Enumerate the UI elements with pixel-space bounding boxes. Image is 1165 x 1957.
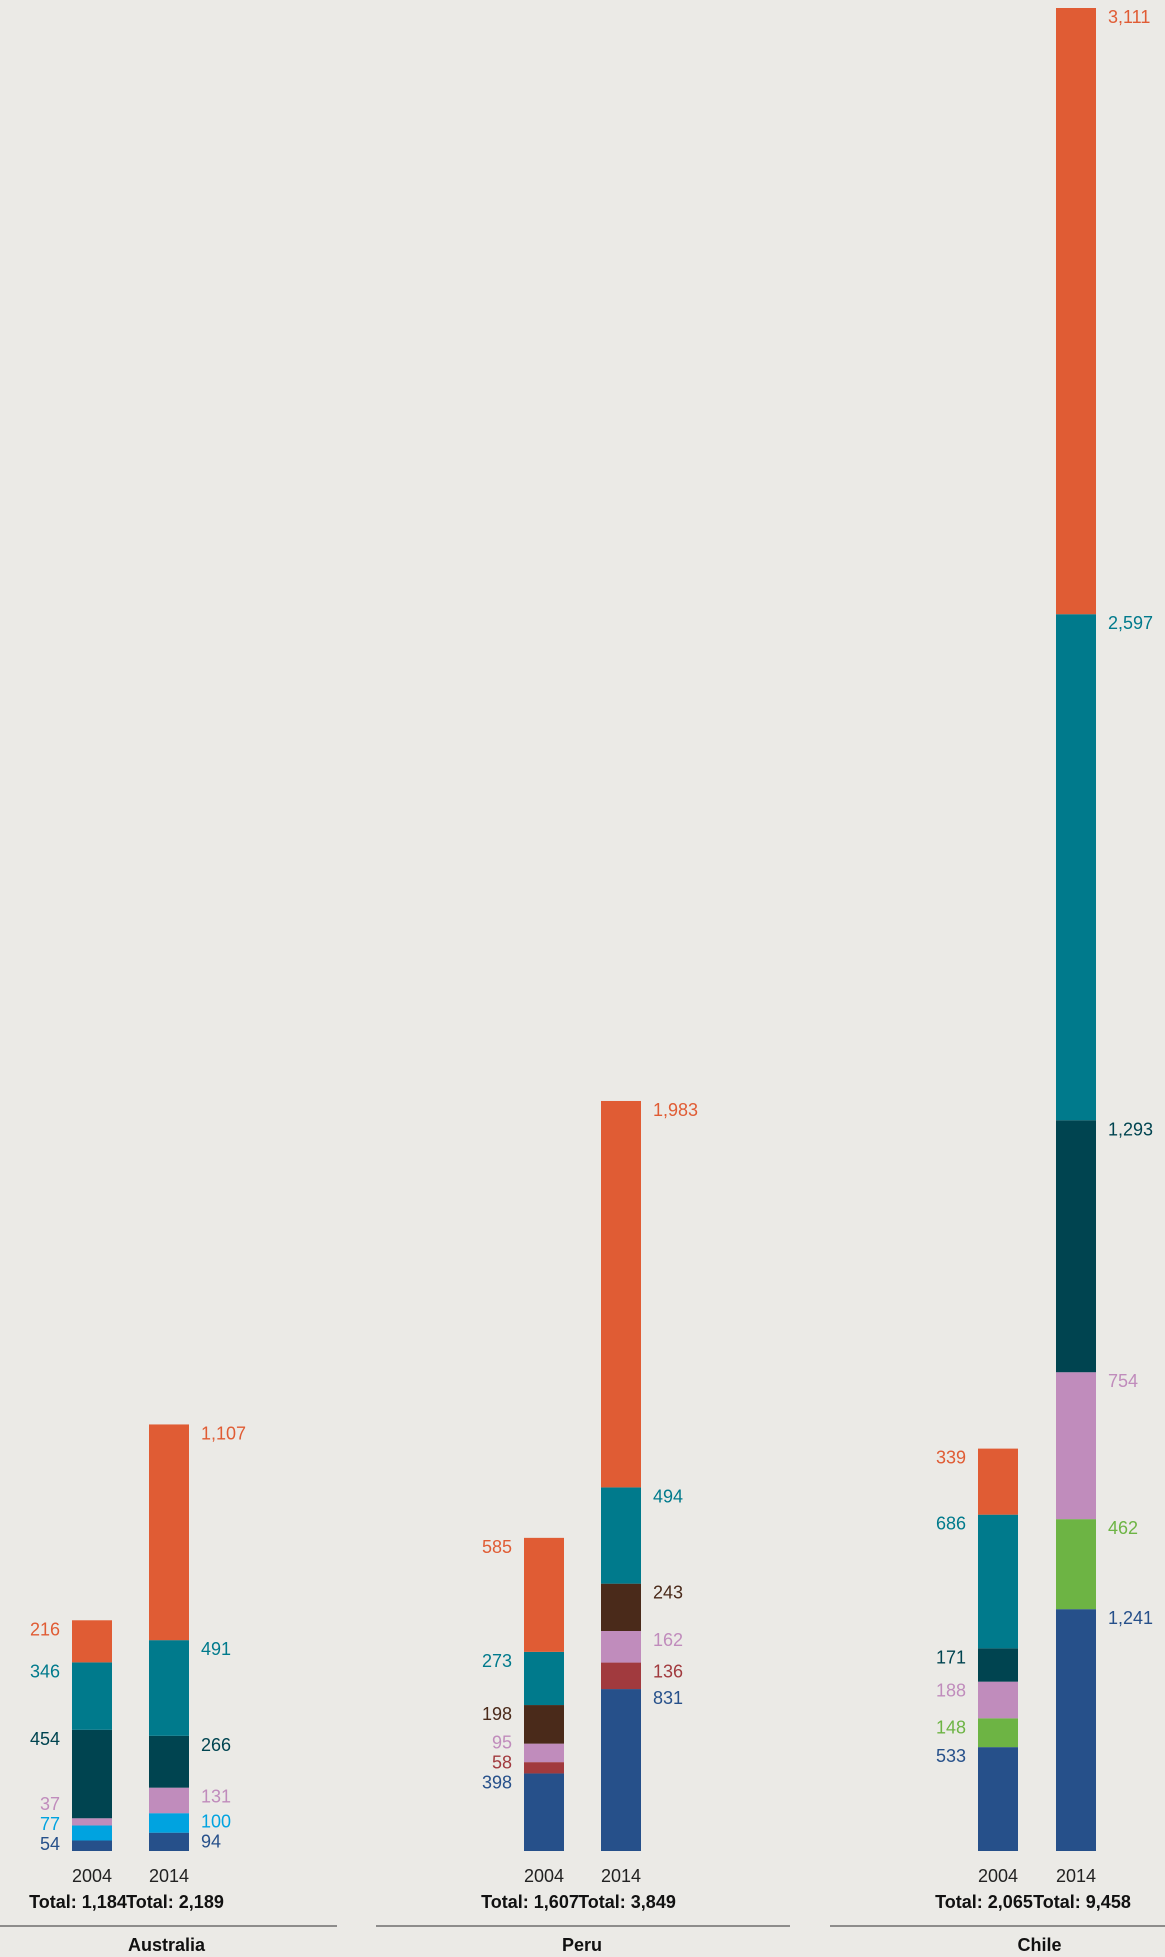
data-label: 94 — [201, 1832, 221, 1852]
data-label: 1,983 — [653, 1100, 698, 1120]
data-label: 171 — [936, 1647, 966, 1667]
bar-segment — [978, 1681, 1018, 1719]
bar-segment — [601, 1689, 641, 1851]
bar-segment — [978, 1648, 1018, 1682]
bar-segment — [601, 1100, 641, 1488]
country-label: Peru — [562, 1935, 602, 1955]
year-label: 2014 — [1056, 1866, 1096, 1886]
bar-segment — [72, 1818, 112, 1826]
bar-segment — [72, 1729, 112, 1819]
bar-segment — [72, 1825, 112, 1841]
year-label: 2014 — [149, 1866, 189, 1886]
data-label: 1,107 — [201, 1423, 246, 1443]
data-label: 533 — [936, 1746, 966, 1766]
data-label: 216 — [30, 1619, 60, 1639]
bar-segment — [1056, 1609, 1096, 1851]
data-label: 136 — [653, 1662, 683, 1682]
bar-segment — [149, 1787, 189, 1814]
bar-segment — [149, 1735, 189, 1788]
stacked-bar-peru-2014: 831 136 162 243 494 1,983 — [601, 1100, 698, 1851]
year-label: 2004 — [524, 1866, 564, 1886]
total-label: Total: 1,184 — [29, 1892, 127, 1912]
total-label: Total: 2,189 — [126, 1892, 224, 1912]
data-label: 754 — [1108, 1371, 1138, 1391]
stacked-bar-chile-2014: 1,241 462 754 1,293 2,597 3,111 — [1056, 7, 1153, 1851]
country-label: Australia — [128, 1935, 206, 1955]
bar-segment — [1056, 1120, 1096, 1373]
data-label: 462 — [1108, 1518, 1138, 1538]
data-label: 585 — [482, 1537, 512, 1557]
bar-segment — [524, 1762, 564, 1774]
total-label: Total: 1,607 — [481, 1892, 579, 1912]
data-label: 266 — [201, 1735, 231, 1755]
bar-segment — [1056, 1372, 1096, 1520]
data-label: 162 — [653, 1630, 683, 1650]
bar-segment — [1056, 8, 1096, 615]
data-label: 494 — [653, 1486, 683, 1506]
bar-segment — [524, 1743, 564, 1763]
bar-segment — [72, 1620, 112, 1663]
bar-segment — [149, 1813, 189, 1833]
total-label: Total: 9,458 — [1033, 1892, 1131, 1912]
bar-segment — [978, 1448, 1018, 1515]
data-label: 100 — [201, 1812, 231, 1832]
bar-segment — [72, 1840, 112, 1851]
bar-segment — [1056, 614, 1096, 1121]
data-label: 37 — [40, 1794, 60, 1814]
year-label: 2004 — [72, 1866, 112, 1886]
data-label: 1,241 — [1108, 1608, 1153, 1628]
bar-segment — [524, 1705, 564, 1744]
data-label: 131 — [201, 1787, 231, 1807]
bar-segment — [524, 1773, 564, 1851]
data-label: 77 — [40, 1814, 60, 1834]
bar-segment — [601, 1487, 641, 1584]
data-label: 148 — [936, 1717, 966, 1737]
stacked-bar-chile-2004: 533 148 188 171 686 339 — [936, 1448, 1018, 1851]
bar-segment — [978, 1718, 1018, 1748]
data-label: 491 — [201, 1639, 231, 1659]
bar-segment — [149, 1424, 189, 1641]
bar-segment — [978, 1514, 1018, 1649]
data-label: 398 — [482, 1772, 512, 1792]
data-label: 346 — [30, 1661, 60, 1681]
total-label: Total: 3,849 — [578, 1892, 676, 1912]
bar-segment — [149, 1640, 189, 1736]
country-label: Chile — [1017, 1935, 1061, 1955]
data-label: 273 — [482, 1651, 512, 1671]
data-label: 2,597 — [1108, 613, 1153, 633]
data-label: 3,111 — [1108, 7, 1150, 27]
data-label: 339 — [936, 1448, 966, 1468]
bar-segment — [1056, 1519, 1096, 1610]
bar-segment — [601, 1583, 641, 1632]
data-label: 58 — [492, 1752, 512, 1772]
year-label: 2014 — [601, 1866, 641, 1886]
bar-segment — [601, 1631, 641, 1663]
data-label: 454 — [30, 1729, 60, 1749]
data-label: 198 — [482, 1704, 512, 1724]
data-label: 54 — [40, 1834, 60, 1854]
bar-segment — [601, 1662, 641, 1690]
data-label: 686 — [936, 1514, 966, 1534]
bar-segment — [149, 1832, 189, 1851]
data-label: 243 — [653, 1583, 683, 1603]
bar-segment — [72, 1662, 112, 1730]
data-label: 1,293 — [1108, 1119, 1153, 1139]
data-label: 188 — [936, 1681, 966, 1701]
bar-segment — [978, 1747, 1018, 1851]
data-label: 831 — [653, 1688, 683, 1708]
bar-group-chile: 533 148 188 171 686 339 2004 Total: 2,065 1,241 4… — [830, 7, 1165, 1955]
bar-segment — [524, 1537, 564, 1652]
total-label: Total: 2,065 — [935, 1892, 1033, 1912]
year-label: 2004 — [978, 1866, 1018, 1886]
bar-segment — [524, 1651, 564, 1706]
data-label: 95 — [492, 1732, 512, 1752]
